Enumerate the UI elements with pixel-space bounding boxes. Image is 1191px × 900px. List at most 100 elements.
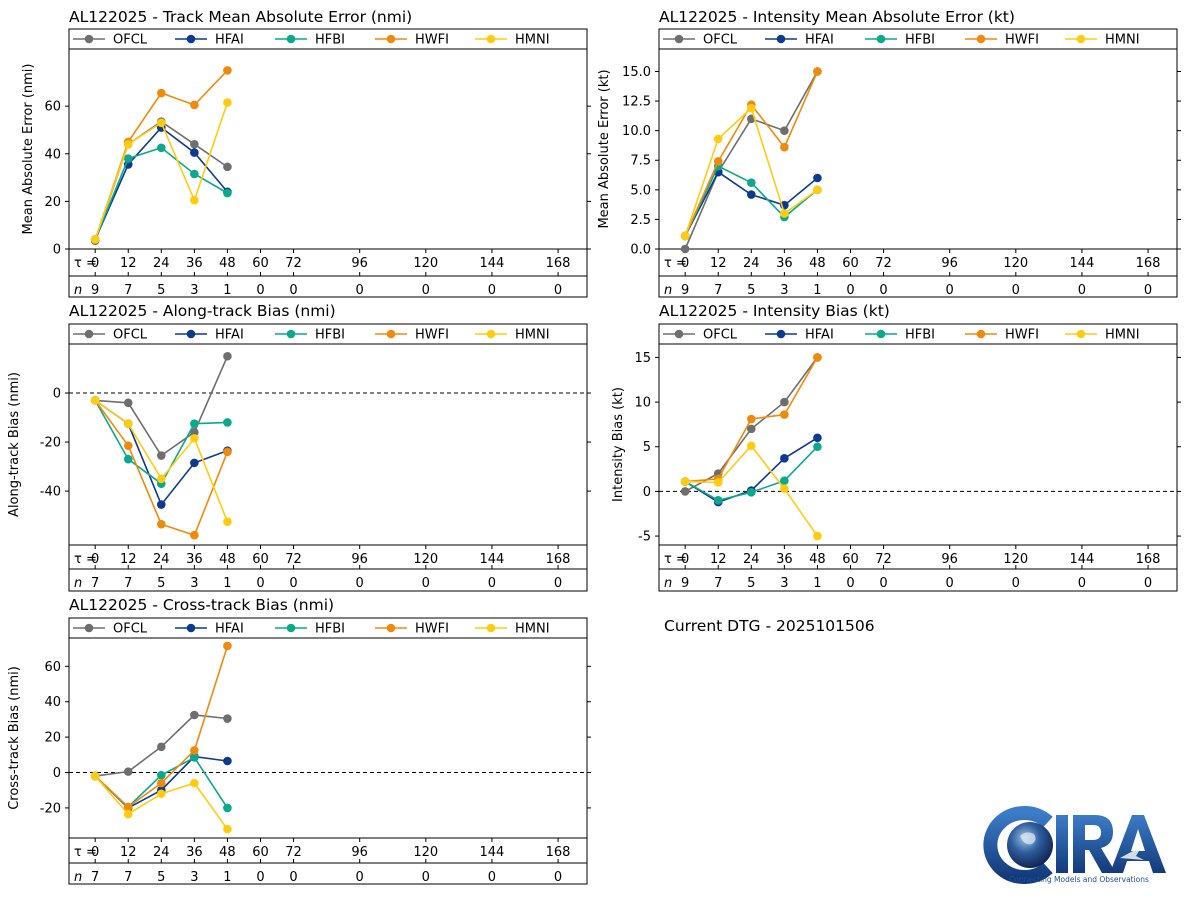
chart-title: AL122025 - Track Mean Absolute Error (nm… bbox=[69, 8, 412, 26]
logo-letter-c-shape bbox=[983, 806, 1053, 884]
data-point-hmni bbox=[813, 185, 822, 195]
legend-marker-hfai bbox=[186, 329, 196, 339]
n-value: 0 bbox=[946, 283, 954, 298]
legend-label-ofcl: OFCL bbox=[113, 33, 148, 48]
tau-value: 144 bbox=[480, 552, 505, 567]
data-point-ofcl bbox=[190, 710, 199, 720]
n-value: 0 bbox=[1012, 576, 1020, 591]
legend-label-hfai: HFAI bbox=[215, 622, 244, 637]
data-point-hmni bbox=[90, 771, 100, 781]
plot-frame bbox=[658, 323, 1178, 592]
data-point-hmni bbox=[713, 134, 723, 144]
tau-value: 72 bbox=[285, 845, 302, 860]
tau-value: 96 bbox=[941, 552, 958, 567]
data-point-hwfi bbox=[713, 157, 723, 166]
n-value: 7 bbox=[124, 576, 132, 591]
data-point-hfbi bbox=[223, 803, 232, 813]
n-value: 0 bbox=[846, 576, 854, 591]
tau-value: 36 bbox=[186, 256, 203, 271]
chart-title: AL122025 - Along-track Bias (nmi) bbox=[69, 302, 336, 320]
legend-marker-hwfi bbox=[386, 34, 396, 44]
data-point-ofcl bbox=[190, 139, 199, 149]
data-point-hfai bbox=[780, 454, 789, 463]
data-point-hfbi bbox=[190, 169, 199, 179]
current-dtg-label: Current DTG - 2025101506 bbox=[664, 617, 875, 635]
legend-label-hmni: HMNI bbox=[515, 328, 550, 343]
n-value: 0 bbox=[289, 283, 297, 298]
n-value: 0 bbox=[289, 870, 297, 885]
plot-frame bbox=[68, 28, 588, 298]
y-tick-label: 5 bbox=[643, 440, 651, 455]
legend-label-hfbi: HFBI bbox=[315, 328, 345, 343]
data-point-hwfi bbox=[780, 410, 789, 419]
legend-marker-ofcl bbox=[84, 623, 94, 633]
y-tick-label: 60 bbox=[44, 100, 61, 115]
data-point-hwfi bbox=[223, 66, 232, 75]
n-value: 7 bbox=[124, 870, 132, 885]
legend-label-hmni: HMNI bbox=[1105, 328, 1140, 343]
data-point-hfbi bbox=[157, 770, 166, 780]
n-value: 0 bbox=[256, 283, 264, 298]
data-point-hwfi bbox=[190, 530, 199, 540]
legend-label-hmni: HMNI bbox=[515, 622, 550, 637]
tau-value: 12 bbox=[120, 552, 137, 567]
legend-marker-hfbi bbox=[286, 34, 296, 44]
data-point-hfai bbox=[813, 433, 822, 443]
n-value: 0 bbox=[846, 283, 854, 298]
data-point-hmni bbox=[680, 477, 690, 486]
data-point-hfai bbox=[223, 756, 232, 766]
tau-value: 12 bbox=[120, 256, 137, 271]
n-value: 0 bbox=[256, 576, 264, 591]
tau-value: 120 bbox=[413, 552, 438, 567]
n-value: 0 bbox=[422, 870, 430, 885]
tau-value: 48 bbox=[219, 256, 236, 271]
y-axis-label: Mean Absolute Error (kt) bbox=[597, 69, 612, 228]
legend-marker-hwfi bbox=[976, 34, 986, 44]
data-point-hmni bbox=[123, 419, 133, 428]
chart-track-mae: AL122025 - Track Mean Absolute Error (nm… bbox=[21, 8, 591, 298]
n-value: 0 bbox=[356, 283, 364, 298]
legend-label-hwfi: HWFI bbox=[1005, 328, 1039, 343]
n-value: 3 bbox=[780, 576, 788, 591]
data-point-hmni bbox=[190, 434, 199, 443]
data-point-hwfi bbox=[123, 441, 133, 451]
data-point-hwfi bbox=[190, 100, 199, 110]
n-value: 0 bbox=[422, 283, 430, 298]
tau-value: 120 bbox=[413, 845, 438, 860]
y-tick-label: -40 bbox=[40, 485, 61, 500]
data-point-hwfi bbox=[813, 353, 822, 362]
data-point-hmni bbox=[223, 98, 232, 107]
data-point-hmni bbox=[157, 118, 166, 128]
y-tick-label: 0 bbox=[53, 243, 61, 258]
data-point-hwfi bbox=[157, 88, 166, 98]
tau-value: 144 bbox=[480, 256, 505, 271]
data-point-hmni bbox=[680, 231, 690, 241]
tau-value: 72 bbox=[285, 552, 302, 567]
data-point-hfai bbox=[157, 500, 166, 509]
data-point-hfbi bbox=[157, 143, 166, 153]
legend-label-hfbi: HFBI bbox=[315, 33, 345, 48]
tau-label: τ = bbox=[74, 845, 97, 860]
tau-value: 96 bbox=[351, 845, 368, 860]
plot-frame bbox=[658, 28, 1178, 298]
data-point-hmni bbox=[90, 396, 100, 405]
y-axis-label: Cross-track Bias (nmi) bbox=[7, 666, 22, 810]
legend-marker-ofcl bbox=[84, 34, 94, 44]
tau-value: 120 bbox=[413, 256, 438, 271]
legend-label-hwfi: HWFI bbox=[415, 622, 449, 637]
n-value: 0 bbox=[422, 576, 430, 591]
tau-value: 120 bbox=[1003, 552, 1028, 567]
legend-marker-hmni bbox=[486, 623, 496, 633]
tau-value: 12 bbox=[710, 552, 727, 567]
y-tick-label: 7.5 bbox=[630, 154, 651, 169]
legend-marker-hfai bbox=[776, 34, 786, 44]
n-label: n bbox=[664, 283, 672, 298]
data-point-hfbi bbox=[747, 487, 756, 497]
n-value: 0 bbox=[356, 870, 364, 885]
data-point-hfbi bbox=[123, 454, 133, 464]
data-point-hfbi bbox=[747, 178, 756, 188]
tau-value: 0 bbox=[91, 845, 99, 860]
legend-marker-hfbi bbox=[876, 329, 886, 339]
n-value: 9 bbox=[681, 283, 689, 298]
n-value: 9 bbox=[91, 283, 99, 298]
